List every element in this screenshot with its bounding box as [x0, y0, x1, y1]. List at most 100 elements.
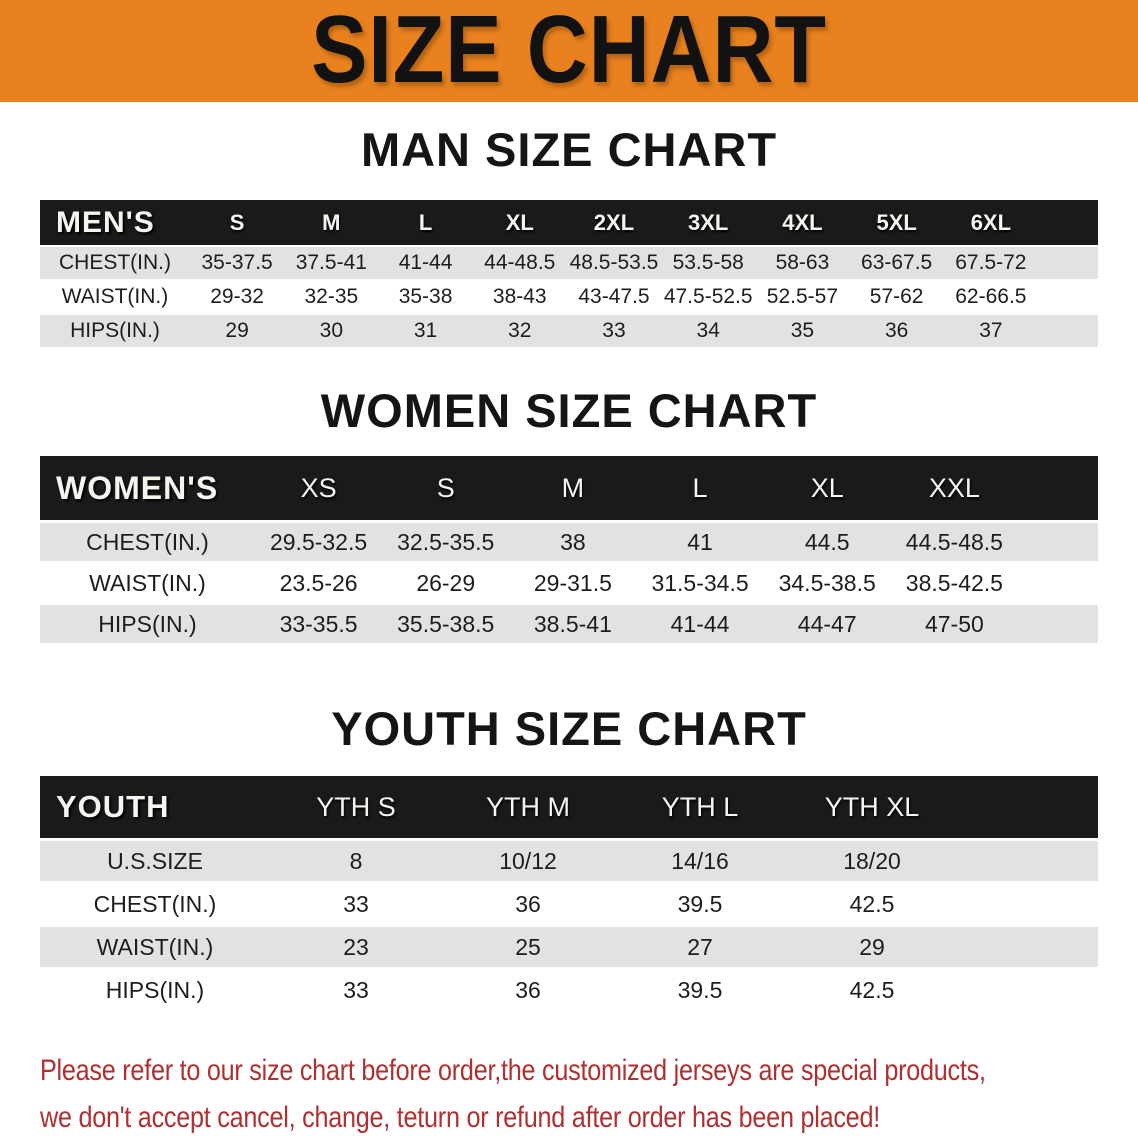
table-row: CHEST(IN.) 35-37.5 37.5-41 41-44 44-48.5 48.5…	[40, 247, 1098, 279]
men-column-header: L	[378, 200, 473, 245]
cell-value: 62-66.5	[943, 281, 1038, 313]
size-section-men: MAN SIZE CHART MEN'S S M L XL 2XL 3XL 4XL 5XL 6XL…	[0, 124, 1138, 349]
cell-value: 42.5	[786, 970, 958, 1010]
women-column-header: M	[509, 456, 637, 520]
row-label: CHEST(IN.)	[40, 884, 270, 924]
men-column-header: M	[284, 200, 379, 245]
size-chart-banner: SIZE CHART	[0, 0, 1138, 102]
cell-value: 53.5-58	[661, 247, 756, 279]
row-label: HIPS(IN.)	[40, 970, 270, 1010]
table-row: WAIST(IN.) 23.5-26 26-29 29-31.5 31.5-34.5 34…	[40, 564, 1098, 602]
table-row: HIPS(IN.) 29 30 31 32 33 34 35 36 37	[40, 315, 1098, 347]
cell-value: 44.5	[763, 523, 891, 561]
table-row: U.S.SIZE 8 10/12 14/16 18/20	[40, 841, 1098, 881]
women-column-header: L	[636, 456, 764, 520]
cell-value: 37.5-41	[284, 247, 379, 279]
header-spacer-cell	[958, 776, 1098, 838]
cell-value: 38.5-42.5	[890, 564, 1018, 602]
table-row: WAIST(IN.) 23 25 27 29	[40, 927, 1098, 967]
row-spacer-cell	[1038, 315, 1098, 347]
youth-size-table: YOUTH YTH S YTH M YTH L YTH XL U.S.SIZE 8 10/1…	[40, 773, 1098, 1013]
row-spacer-cell	[1018, 564, 1098, 602]
men-section-heading: MAN SIZE CHART	[360, 123, 778, 176]
header-spacer-cell	[1038, 200, 1098, 245]
cell-value: 33	[270, 970, 442, 1010]
size-section-youth: YOUTH SIZE CHART YOUTH YTH S YTH M YTH L YTH…	[0, 703, 1138, 1013]
cell-value: 10/12	[442, 841, 614, 881]
row-label: CHEST(IN.)	[40, 247, 190, 279]
size-table-header-row: YOUTH YTH S YTH M YTH L YTH XL	[40, 776, 1098, 838]
table-row: CHEST(IN.) 29.5-32.5 32.5-35.5 38 41 44.5 44.5…	[40, 523, 1098, 561]
cell-value: 35	[755, 315, 850, 347]
row-spacer-cell	[958, 970, 1098, 1010]
youth-section-heading: YOUTH SIZE CHART	[331, 702, 807, 755]
youth-column-header: YTH L	[614, 776, 786, 838]
cell-value: 30	[284, 315, 379, 347]
row-spacer-cell	[958, 841, 1098, 881]
row-label: HIPS(IN.)	[40, 315, 190, 347]
cell-value: 37	[943, 315, 1038, 347]
cell-value: 43-47.5	[566, 281, 662, 313]
women-section-heading: WOMEN SIZE CHART	[320, 384, 818, 437]
row-label: WAIST(IN.)	[40, 564, 255, 602]
cell-value: 47.5-52.5	[661, 281, 756, 313]
cell-value: 57-62	[849, 281, 944, 313]
cell-value: 52.5-57	[755, 281, 850, 313]
women-column-header: XL	[763, 456, 891, 520]
row-spacer-cell	[958, 927, 1098, 967]
row-spacer-cell	[958, 884, 1098, 924]
size-section-women: WOMEN SIZE CHART WOMEN'S XS S M L XL XXL CHEST…	[0, 385, 1138, 646]
women-size-table: WOMEN'S XS S M L XL XXL CHEST(IN.) 29.5-32.5 32.…	[40, 453, 1098, 646]
cell-value: 38.5-41	[509, 605, 637, 643]
cell-value: 29-31.5	[509, 564, 637, 602]
size-table-header-row: MEN'S S M L XL 2XL 3XL 4XL 5XL 6XL	[40, 200, 1098, 245]
cell-value: 14/16	[614, 841, 786, 881]
men-column-header: S	[190, 200, 285, 245]
men-table-title: MEN'S	[40, 200, 190, 245]
cell-value: 23.5-26	[255, 564, 383, 602]
men-column-header: 5XL	[849, 200, 944, 245]
cell-value: 29	[786, 927, 958, 967]
cell-value: 33-35.5	[255, 605, 383, 643]
women-column-header: XS	[255, 456, 383, 520]
cell-value: 35.5-38.5	[382, 605, 510, 643]
cell-value: 35-37.5	[190, 247, 285, 279]
row-label: WAIST(IN.)	[40, 927, 270, 967]
table-row: WAIST(IN.) 29-32 32-35 35-38 38-43 43-47.5 47.…	[40, 281, 1098, 313]
cell-value: 18/20	[786, 841, 958, 881]
cell-value: 29	[190, 315, 285, 347]
banner-title: SIZE CHART	[311, 0, 827, 102]
men-column-header: 6XL	[943, 200, 1038, 245]
youth-column-header: YTH M	[442, 776, 614, 838]
cell-value: 26-29	[382, 564, 510, 602]
youth-table-title: YOUTH	[40, 776, 270, 838]
cell-value: 27	[614, 927, 786, 967]
cell-value: 34.5-38.5	[763, 564, 891, 602]
men-size-table: MEN'S S M L XL 2XL 3XL 4XL 5XL 6XL CHEST(IN.) 35-3…	[40, 198, 1098, 349]
row-label: CHEST(IN.)	[40, 523, 255, 561]
cell-value: 32.5-35.5	[382, 523, 510, 561]
cell-value: 38-43	[472, 281, 567, 313]
row-spacer-cell	[1018, 523, 1098, 561]
cell-value: 41-44	[636, 605, 764, 643]
table-row: HIPS(IN.) 33-35.5 35.5-38.5 38.5-41 41-44 44-…	[40, 605, 1098, 643]
row-spacer-cell	[1038, 247, 1098, 279]
cell-value: 39.5	[614, 884, 786, 924]
row-spacer-cell	[1038, 281, 1098, 313]
men-column-header: 2XL	[566, 200, 662, 245]
cell-value: 29-32	[190, 281, 285, 313]
cell-value: 32	[472, 315, 567, 347]
cell-value: 31.5-34.5	[636, 564, 764, 602]
women-column-header: S	[382, 456, 510, 520]
cell-value: 34	[661, 315, 756, 347]
size-chart-sections: MAN SIZE CHART MEN'S S M L XL 2XL 3XL 4XL 5XL 6XL…	[0, 124, 1138, 1013]
cell-value: 41	[636, 523, 764, 561]
disclaimer-line-2: we don't accept cancel, change, teturn o…	[40, 1101, 880, 1134]
cell-value: 25	[442, 927, 614, 967]
cell-value: 39.5	[614, 970, 786, 1010]
youth-column-header: YTH XL	[786, 776, 958, 838]
cell-value: 8	[270, 841, 442, 881]
disclaimer: Please refer to our size chart before or…	[40, 1047, 1138, 1141]
cell-value: 38	[509, 523, 637, 561]
cell-value: 36	[849, 315, 944, 347]
